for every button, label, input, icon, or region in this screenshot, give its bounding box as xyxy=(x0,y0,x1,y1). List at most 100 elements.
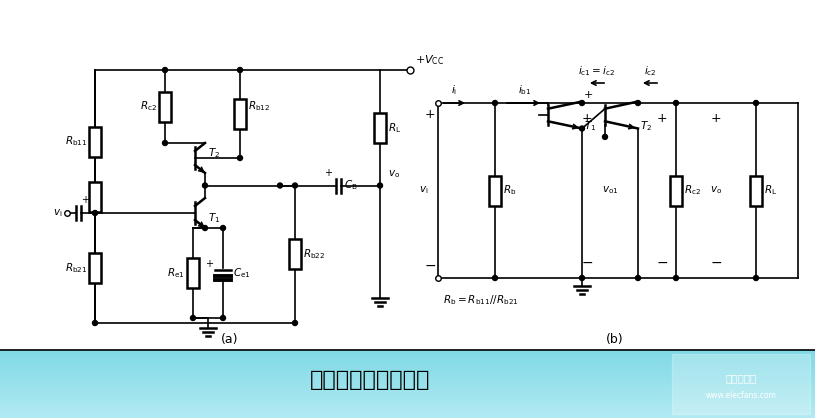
Text: 电子发烧友: 电子发烧友 xyxy=(725,373,756,383)
Circle shape xyxy=(277,183,283,188)
Bar xyxy=(89,181,101,212)
Text: (a): (a) xyxy=(221,334,239,347)
Text: $i_{\rm i}$: $i_{\rm i}$ xyxy=(452,83,457,97)
Circle shape xyxy=(377,183,382,188)
Bar xyxy=(0,416,815,418)
Bar xyxy=(0,406,815,408)
Bar xyxy=(0,399,815,401)
Circle shape xyxy=(202,183,208,188)
Text: $R_{\rm b}$: $R_{\rm b}$ xyxy=(503,184,517,197)
Bar xyxy=(0,375,815,377)
Bar xyxy=(0,403,815,404)
Text: $R_{\rm L}$: $R_{\rm L}$ xyxy=(764,184,778,197)
Circle shape xyxy=(492,275,497,280)
Circle shape xyxy=(191,316,196,321)
Bar xyxy=(0,360,815,362)
Bar xyxy=(0,381,815,382)
Bar xyxy=(0,352,815,353)
Circle shape xyxy=(221,225,226,230)
Bar xyxy=(0,398,815,399)
Text: −: − xyxy=(581,256,593,270)
Bar xyxy=(0,350,815,352)
Circle shape xyxy=(293,183,297,188)
Bar xyxy=(0,382,815,384)
Bar xyxy=(0,362,815,364)
Bar xyxy=(0,408,815,410)
Text: $+V_{\rm CC}$: $+V_{\rm CC}$ xyxy=(415,53,444,67)
Circle shape xyxy=(579,126,584,131)
Bar xyxy=(374,113,386,143)
Text: $R_{\rm L}$: $R_{\rm L}$ xyxy=(388,121,401,135)
Text: $T_1$: $T_1$ xyxy=(584,119,597,133)
Text: $R_{\rm e1}$: $R_{\rm e1}$ xyxy=(167,266,185,280)
Text: $R_{\rm c2}$: $R_{\rm c2}$ xyxy=(140,99,157,113)
Bar xyxy=(0,379,815,381)
Text: +: + xyxy=(711,112,721,125)
Circle shape xyxy=(237,155,243,161)
Circle shape xyxy=(602,135,607,139)
Bar xyxy=(0,359,815,360)
Bar xyxy=(0,410,815,411)
Bar xyxy=(289,239,301,269)
Bar xyxy=(0,367,815,369)
Bar xyxy=(0,377,815,379)
Text: +: + xyxy=(425,109,435,122)
Bar xyxy=(0,365,815,367)
Text: $R_{\rm b21}$: $R_{\rm b21}$ xyxy=(64,261,87,275)
Bar xyxy=(0,411,815,413)
Circle shape xyxy=(754,275,759,280)
Bar xyxy=(0,401,815,403)
Bar xyxy=(489,176,501,206)
Bar xyxy=(0,374,815,375)
Text: $v_{\rm i}$: $v_{\rm i}$ xyxy=(419,185,428,196)
Text: $v_{\rm o}$: $v_{\rm o}$ xyxy=(388,169,400,181)
Bar xyxy=(0,353,815,355)
Bar xyxy=(187,258,199,288)
Text: −: − xyxy=(656,256,667,270)
Circle shape xyxy=(202,225,208,230)
Bar xyxy=(0,404,815,406)
Text: www.elecfans.com: www.elecfans.com xyxy=(706,392,777,400)
Text: $C_{\rm B}$: $C_{\rm B}$ xyxy=(343,178,357,192)
Text: $R_{\rm b22}$: $R_{\rm b22}$ xyxy=(303,247,325,261)
Circle shape xyxy=(754,100,759,105)
Circle shape xyxy=(673,275,679,280)
Bar xyxy=(0,364,815,365)
Text: +: + xyxy=(205,259,213,269)
Bar xyxy=(0,387,815,389)
Circle shape xyxy=(673,100,679,105)
Bar xyxy=(89,253,101,283)
Bar xyxy=(0,355,815,357)
Text: $i_{\rm b1}$: $i_{\rm b1}$ xyxy=(518,83,531,97)
Text: $T_1$: $T_1$ xyxy=(208,211,220,225)
Text: $T_2$: $T_2$ xyxy=(640,119,652,133)
Bar xyxy=(234,99,246,129)
Bar xyxy=(750,176,762,206)
Text: +: + xyxy=(82,195,90,205)
Circle shape xyxy=(92,321,98,326)
Bar xyxy=(0,384,815,386)
Text: +: + xyxy=(324,168,333,178)
Circle shape xyxy=(636,275,641,280)
Text: (b): (b) xyxy=(606,334,623,347)
Bar xyxy=(0,415,815,416)
Circle shape xyxy=(92,211,98,216)
Text: $v_{\rm o}$: $v_{\rm o}$ xyxy=(710,185,722,196)
Circle shape xyxy=(492,100,497,105)
Circle shape xyxy=(221,316,226,321)
Circle shape xyxy=(237,67,243,72)
Bar xyxy=(0,369,815,370)
Text: +: + xyxy=(584,89,593,99)
Bar xyxy=(672,354,810,414)
Circle shape xyxy=(293,321,297,326)
Bar xyxy=(0,386,815,387)
Text: $i_{\rm c1}=i_{\rm c2}$: $i_{\rm c1}=i_{\rm c2}$ xyxy=(579,64,615,78)
Text: $R_{\rm b12}$: $R_{\rm b12}$ xyxy=(248,99,271,113)
Text: $R_{\rm c2}$: $R_{\rm c2}$ xyxy=(684,184,701,197)
Circle shape xyxy=(636,100,641,105)
Text: $R_{\rm b}=R_{\rm b11}//R_{\rm b21}$: $R_{\rm b}=R_{\rm b11}//R_{\rm b21}$ xyxy=(443,293,518,307)
Bar xyxy=(89,127,101,156)
Text: 共射－共基放大电路: 共射－共基放大电路 xyxy=(310,370,430,390)
Bar xyxy=(159,92,171,122)
Text: −: − xyxy=(424,259,436,273)
